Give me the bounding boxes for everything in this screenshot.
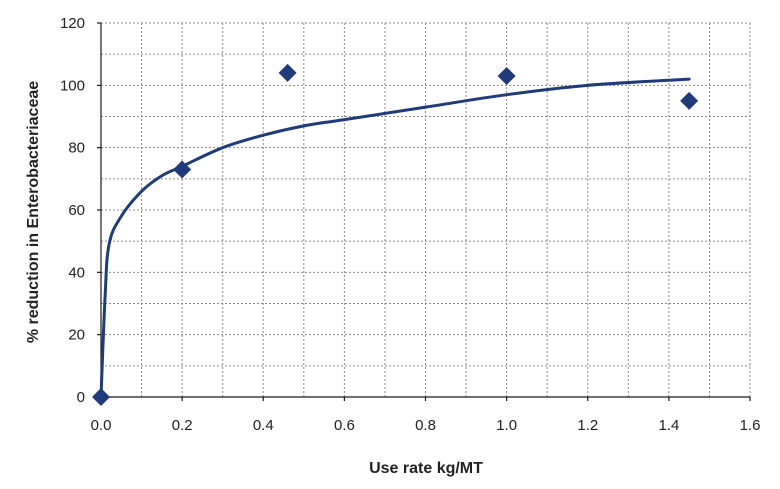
data-points xyxy=(92,63,699,406)
y-tick-label: 0 xyxy=(77,389,85,406)
y-axis-title: % reduction in Enterobacteriaceae xyxy=(25,81,42,343)
x-tick-label: 0.4 xyxy=(253,417,274,434)
x-tick-label: 0.6 xyxy=(334,417,355,434)
data-point xyxy=(278,63,297,82)
y-tick-label: 40 xyxy=(68,264,85,281)
fit-line-layer xyxy=(99,77,691,399)
grid-lines xyxy=(101,22,751,397)
y-tick-label: 20 xyxy=(68,327,85,344)
data-point xyxy=(680,91,699,110)
x-tick-label: 0.2 xyxy=(172,417,193,434)
x-tick-label: 1.2 xyxy=(577,417,598,434)
axes xyxy=(97,22,751,401)
data-point xyxy=(173,160,192,179)
x-tick-label: 1.0 xyxy=(496,417,517,434)
fit-curve xyxy=(99,77,691,399)
y-tick-label: 60 xyxy=(68,202,85,219)
x-tick-label: 1.6 xyxy=(740,417,761,434)
x-tick-label: 0.0 xyxy=(91,417,112,434)
y-tick-label: 120 xyxy=(60,15,85,32)
x-tick-label: 0.8 xyxy=(415,417,436,434)
data-point xyxy=(92,388,110,406)
y-tick-label: 80 xyxy=(68,140,85,157)
data-point xyxy=(497,66,516,85)
y-tick-label: 100 xyxy=(60,77,85,94)
x-tick-label: 1.4 xyxy=(658,417,679,434)
x-axis-title: Use rate kg/MT xyxy=(369,460,483,477)
tick-labels: 0 20 40 60 80 100 120 0.0 0.2 0.4 0.6 0.8 1.0 1.2 1.4 1… xyxy=(60,15,760,434)
